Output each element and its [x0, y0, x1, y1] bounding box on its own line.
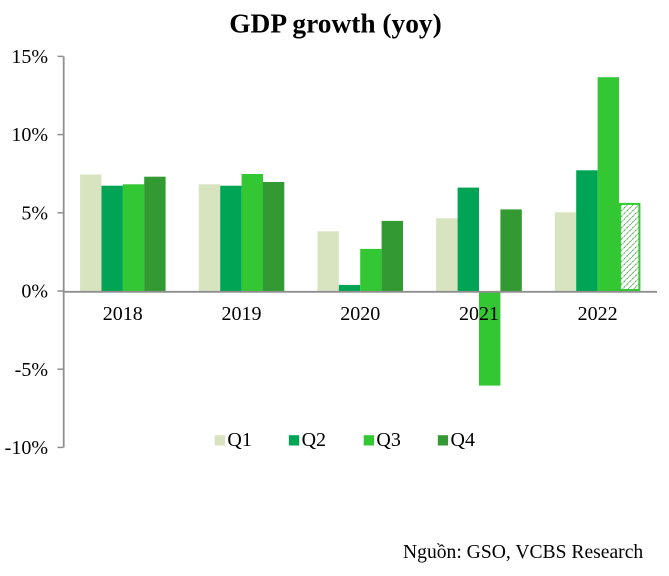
svg-text:2020: 2020 [340, 303, 380, 325]
svg-text:Q2: Q2 [302, 429, 326, 451]
svg-text:-5%: -5% [15, 359, 48, 381]
svg-text:2021: 2021 [459, 303, 499, 325]
svg-text:2019: 2019 [222, 303, 262, 325]
svg-text:2022: 2022 [578, 303, 618, 325]
svg-text:2018: 2018 [103, 303, 143, 325]
svg-text:5%: 5% [21, 202, 48, 224]
svg-text:0%: 0% [21, 281, 48, 303]
svg-text:-10%: -10% [5, 437, 48, 459]
svg-text:GDP growth (yoy): GDP growth (yoy) [229, 8, 442, 38]
svg-text:Q1: Q1 [227, 429, 251, 451]
svg-text:10%: 10% [11, 124, 48, 146]
svg-text:Q3: Q3 [376, 429, 400, 451]
svg-text:15%: 15% [11, 46, 48, 68]
svg-text:Q4: Q4 [451, 429, 475, 451]
svg-text:Nguồn: GSO, VCBS Research: Nguồn: GSO, VCBS Research [403, 542, 643, 563]
